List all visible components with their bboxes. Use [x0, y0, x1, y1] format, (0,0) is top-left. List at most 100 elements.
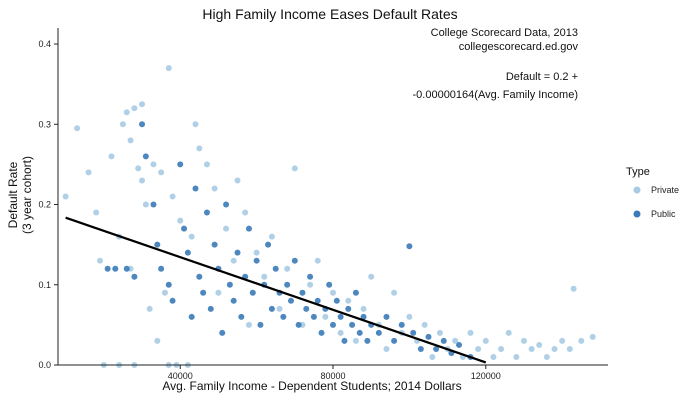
public-point	[131, 273, 138, 280]
private-point	[314, 257, 321, 264]
annotation-url: collegescorecard.ed.gov	[459, 41, 579, 53]
legend-private-label: Private	[651, 185, 679, 195]
public-point	[211, 241, 218, 248]
private-point	[131, 105, 138, 112]
public-point	[410, 329, 417, 336]
private-point	[528, 345, 535, 352]
private-point	[543, 353, 550, 360]
public-point	[158, 265, 165, 272]
public-point	[280, 313, 287, 320]
private-point	[406, 313, 413, 320]
public-point	[287, 297, 294, 304]
private-point	[429, 353, 436, 360]
legend: Type Private Public	[626, 166, 679, 219]
private-point	[215, 289, 222, 296]
public-point	[272, 265, 279, 272]
private-point	[383, 345, 390, 352]
annotation-equation-line2: -0.00000164(Avg. Family Income)	[413, 89, 579, 101]
public-point	[154, 241, 161, 248]
private-point	[108, 153, 115, 160]
public-point	[184, 249, 191, 256]
private-point	[242, 209, 249, 216]
points-layer	[62, 65, 596, 368]
chart-title: High Family Income Eases Default Rates	[202, 6, 457, 22]
public-point	[295, 321, 302, 328]
public-point	[181, 225, 188, 232]
private-point	[421, 321, 428, 328]
public-point	[341, 337, 348, 344]
x-axis-title: Avg. Family Income - Dependent Students;…	[162, 379, 461, 393]
public-point	[364, 337, 371, 344]
y-axis-ticks: 0.0 0.1 0.2 0.3 0.4	[38, 39, 58, 370]
public-point	[303, 305, 310, 312]
annotation-block: College Scorecard Data, 2013 collegescor…	[413, 27, 579, 101]
public-point	[253, 257, 260, 264]
public-point	[169, 297, 176, 304]
private-point	[536, 341, 543, 348]
y-tick-label: 0.4	[38, 39, 51, 49]
public-point	[265, 241, 272, 248]
private-point	[276, 305, 283, 312]
private-point	[158, 169, 165, 176]
public-point	[291, 257, 298, 264]
private-point	[161, 289, 168, 296]
annotation-source: College Scorecard Data, 2013	[431, 27, 578, 39]
public-point	[383, 313, 390, 320]
public-point	[345, 305, 352, 312]
public-point	[299, 289, 306, 296]
fit-line-layer	[65, 216, 487, 364]
private-point	[498, 345, 505, 352]
private-point	[520, 337, 527, 344]
private-point	[146, 305, 153, 312]
private-point	[467, 329, 474, 336]
private-point	[85, 169, 92, 176]
public-point	[398, 321, 405, 328]
private-point	[188, 233, 195, 240]
private-point	[203, 161, 210, 168]
private-point	[169, 193, 176, 200]
private-point	[223, 225, 230, 232]
private-point	[284, 265, 291, 272]
private-point	[436, 329, 443, 336]
private-point	[127, 137, 134, 144]
public-point	[234, 249, 241, 256]
public-point	[226, 281, 233, 288]
regression-line	[65, 216, 487, 364]
private-point	[360, 305, 367, 312]
private-point	[139, 101, 146, 108]
private-point	[352, 337, 359, 344]
private-point	[268, 233, 275, 240]
private-point	[165, 65, 172, 72]
public-point	[417, 345, 424, 352]
private-point	[135, 165, 142, 172]
private-point	[452, 337, 459, 344]
public-point	[245, 225, 252, 232]
public-point	[200, 289, 207, 296]
public-point	[352, 289, 359, 296]
y-tick-label: 0.0	[38, 360, 51, 370]
private-point	[578, 337, 585, 344]
public-point	[207, 305, 214, 312]
public-point	[314, 297, 321, 304]
public-point	[440, 337, 447, 344]
private-point	[142, 201, 149, 208]
public-point	[192, 185, 199, 192]
private-point	[192, 121, 199, 128]
public-point	[123, 265, 130, 272]
public-point	[356, 329, 363, 336]
public-point	[326, 281, 333, 288]
private-point	[559, 337, 566, 344]
private-point	[123, 109, 130, 116]
private-point	[139, 177, 146, 184]
public-point	[268, 305, 275, 312]
legend-private-marker	[633, 186, 641, 194]
private-point	[211, 185, 218, 192]
private-point	[291, 165, 298, 172]
public-point	[203, 209, 210, 216]
public-point	[349, 321, 356, 328]
private-point	[368, 273, 375, 280]
public-point	[310, 313, 317, 320]
private-point	[253, 249, 260, 256]
public-point	[360, 313, 367, 320]
